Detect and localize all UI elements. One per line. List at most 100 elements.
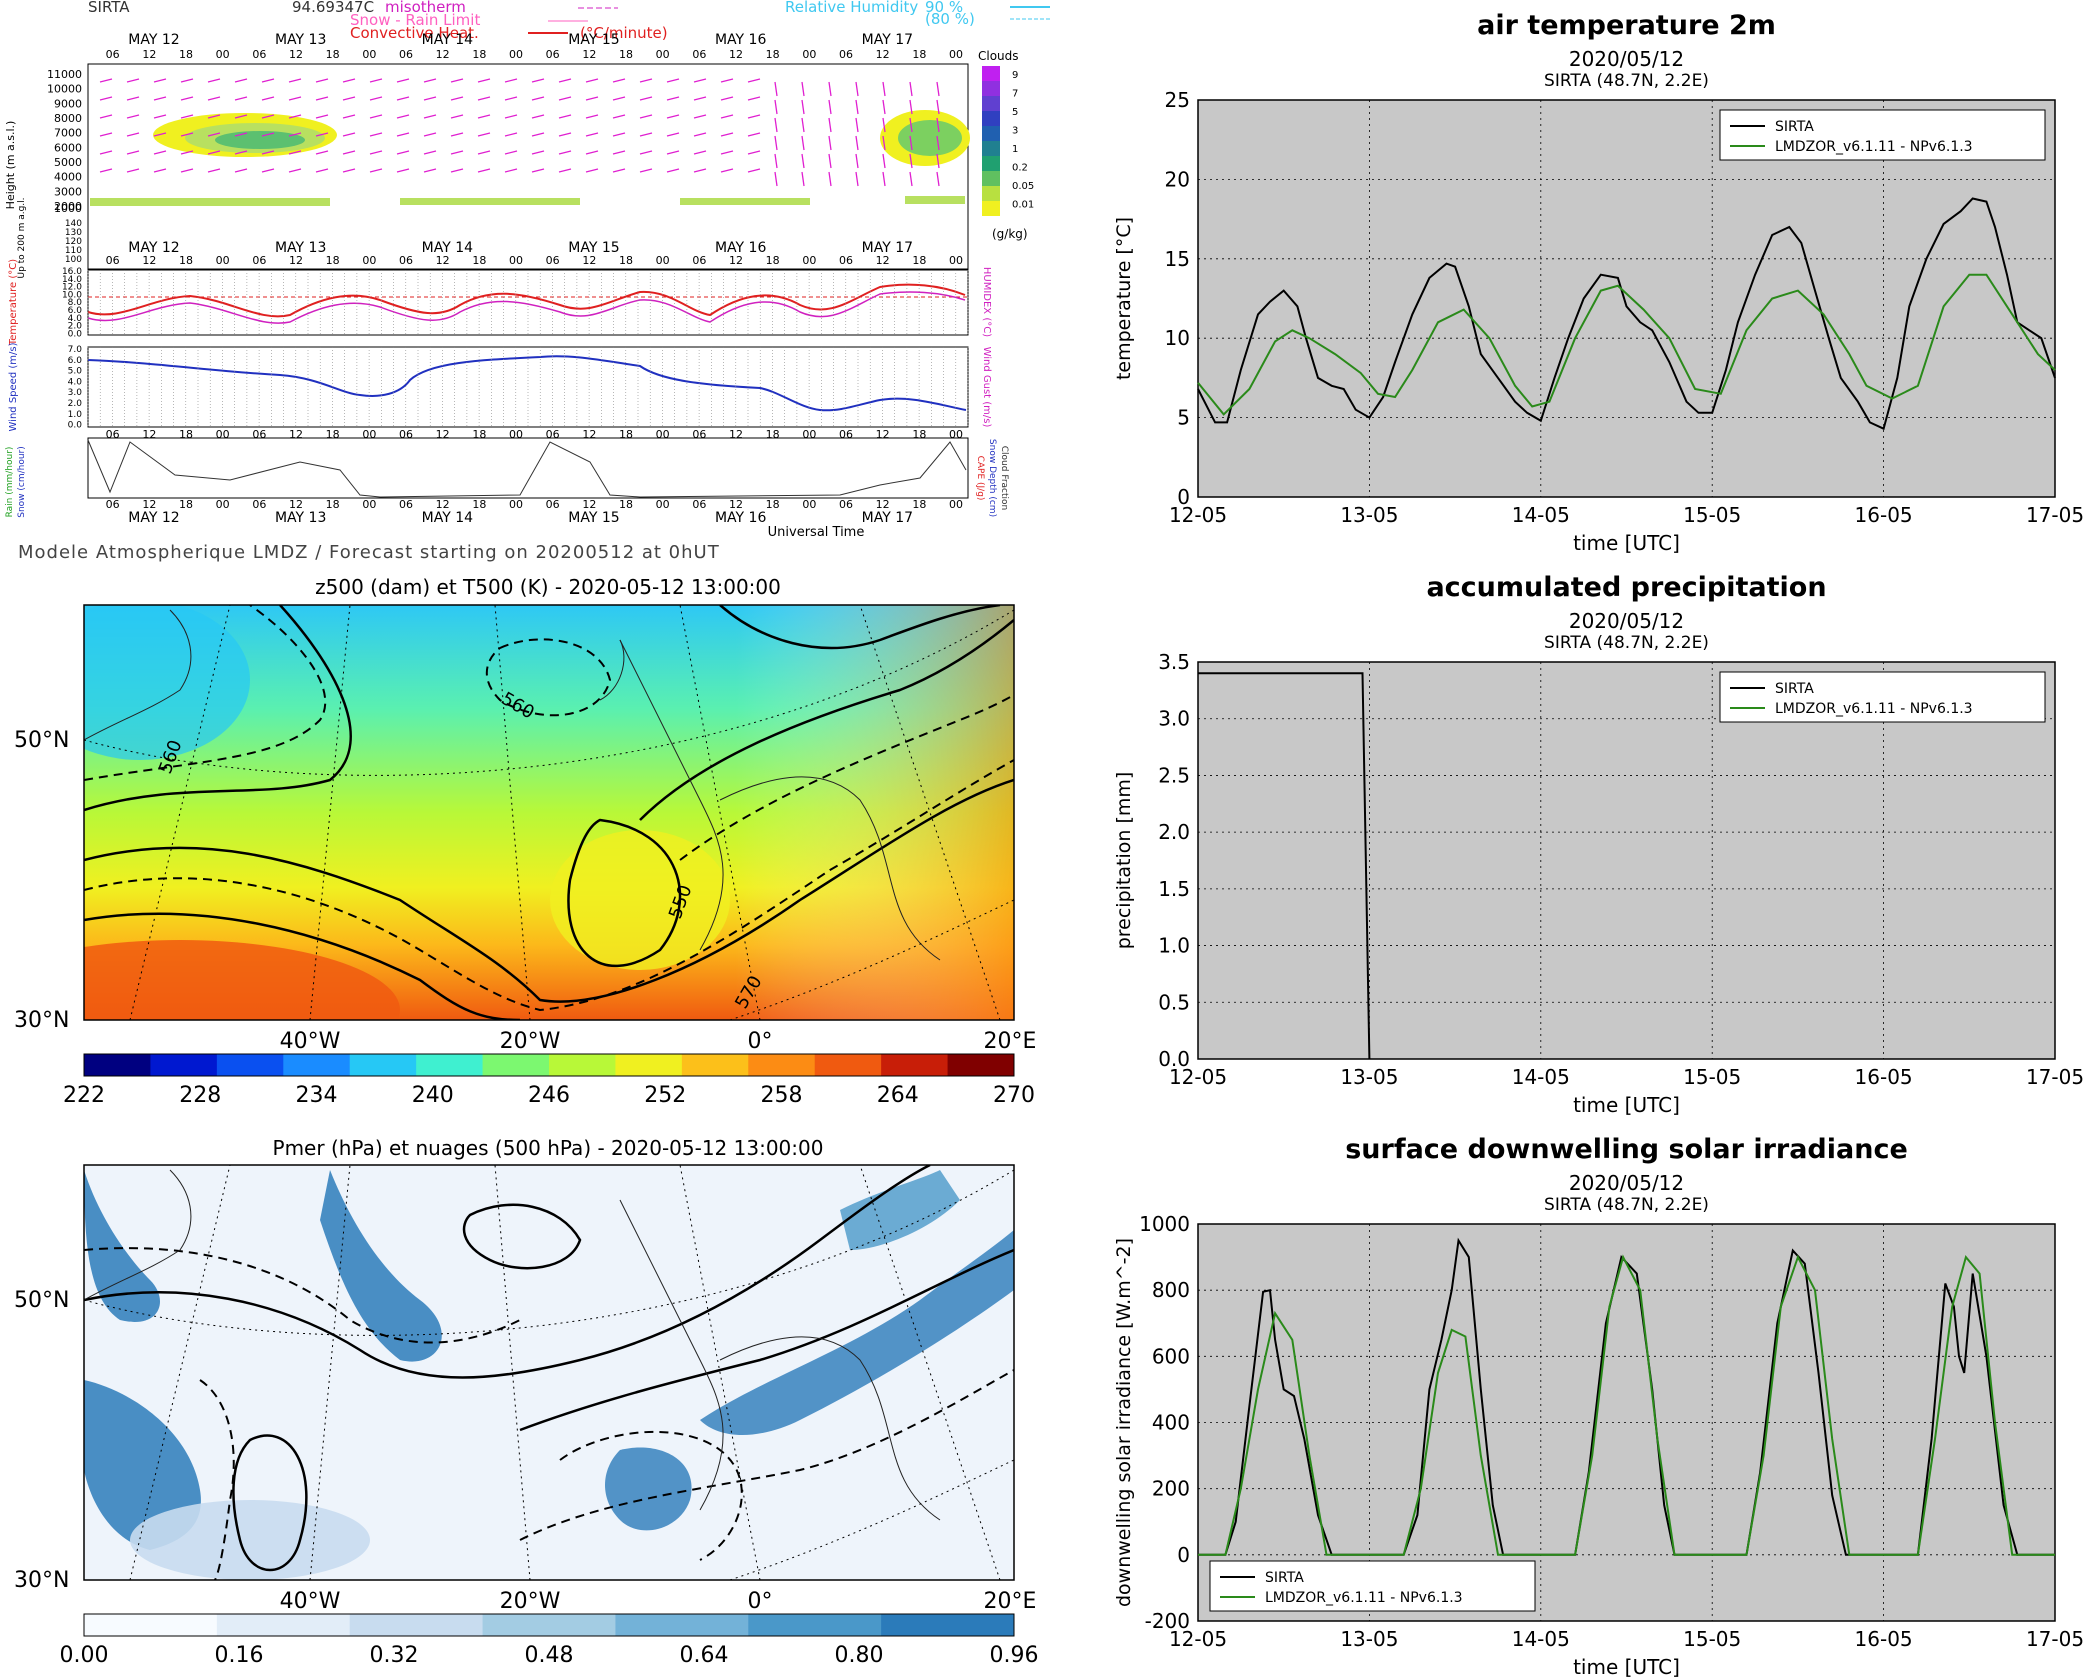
gust-axis-label: Wind Gust (m/s) [981, 347, 992, 428]
wind-arrow [180, 96, 194, 101]
day-label: MAY 17 [862, 510, 913, 526]
map1-cold-region [84, 605, 250, 760]
colorbar-swatch [482, 1614, 616, 1636]
wind-arrow [342, 96, 356, 101]
wind-arrow [342, 132, 356, 137]
wind-arrow [207, 114, 221, 119]
wind-arrow [261, 150, 275, 155]
hour-label: 18 [326, 498, 340, 511]
colorbar-tick: 0.00 [60, 1643, 109, 1668]
y-tick-label: 2.5 [1158, 763, 1190, 787]
clouds-colorbar: 9 7 5 3 1 0.2 0.05 0.01 [982, 66, 1034, 216]
hour-label: 00 [656, 498, 670, 511]
day-labels-top: MAY 12 06 12 18 00 MAY 13 06 12 18 00 MAY 14 06 12 18… [106, 32, 963, 61]
y-tick-label: 20 [1165, 167, 1190, 191]
wind-arrow [720, 150, 734, 155]
x-axis-label: time [UTC] [1573, 1655, 1680, 1679]
hour-label: 00 [216, 498, 230, 511]
wind-arrow [153, 78, 167, 83]
hour-label: 12 [729, 254, 743, 267]
wind-arrow [504, 78, 518, 83]
map1-contour [84, 605, 352, 812]
colorbar-tick: 228 [179, 1083, 221, 1108]
wind-arrow [207, 150, 221, 155]
precip-panel [87, 437, 969, 499]
hour-label: 06 [546, 498, 560, 511]
hour-label: 12 [582, 48, 596, 61]
map1-contour-dashed [84, 605, 327, 781]
y-tick-label: 2.0 [1158, 820, 1190, 844]
wind-arrow [666, 96, 680, 101]
colorbar-tick: 0.64 [680, 1643, 729, 1668]
pbl-tick: 120 [65, 237, 82, 247]
map2-colorbar: 0.00 0.16 0.32 0.48 0.64 0.80 0.96 [60, 1613, 1039, 1668]
map1-parallel [729, 899, 1014, 1020]
y-axis-label: temperature [°C] [1113, 217, 1135, 380]
wind-arrow [207, 132, 221, 137]
vertical-grid [87, 270, 969, 427]
wind-arrow [504, 150, 518, 155]
clouds-tick: 0.2 [1012, 163, 1028, 174]
map1-meridian [859, 605, 1001, 1020]
x-tick-label: 16-05 [1855, 1627, 1913, 1651]
wind-arrow [369, 96, 383, 101]
wind-arrow [855, 171, 859, 187]
map1-coastline [619, 639, 724, 951]
hour-label: 06 [839, 48, 853, 61]
map2-title: Pmer (hPa) et nuages (500 hPa) - 2020-05… [273, 1136, 824, 1160]
hour-label: 12 [729, 498, 743, 511]
wind-arrow [369, 168, 383, 173]
x-tick-label: 15-05 [1683, 1065, 1741, 1089]
map1-contour [639, 619, 1014, 821]
clouds-tick: 1 [1012, 144, 1018, 155]
day-label: MAY 15 [568, 32, 619, 48]
map1-meridian [129, 605, 231, 1020]
x-tick-label: 17-05 [2026, 503, 2084, 527]
legend-rh: Relative Humidity [785, 0, 918, 16]
map2-cloud [84, 1170, 160, 1322]
pbl-tick: 140 [65, 219, 82, 229]
cloud-blob [400, 198, 580, 205]
chart-site: SIRTA (48.7N, 2.2E) [1544, 71, 1709, 91]
wind-arrow [558, 96, 572, 101]
colorbar-tick: 0.96 [990, 1643, 1039, 1668]
wind-arrow [234, 132, 248, 137]
cloud-blob [680, 198, 810, 205]
clouds-colorbar-swatch [982, 81, 1000, 96]
hour-label: 00 [802, 498, 816, 511]
wind-arrow [369, 150, 383, 155]
x-tick-label: 14-05 [1512, 503, 1570, 527]
map2-cloud [605, 1447, 692, 1531]
wind-arrow [153, 114, 167, 119]
wind-arrow [288, 150, 302, 155]
height-tick: 7000 [54, 127, 82, 140]
wind-arrow [882, 81, 886, 97]
wind-arrow [531, 168, 545, 173]
pbl-tick: 100 [65, 255, 82, 265]
day-label: MAY 12 [128, 510, 179, 526]
humidex-axis-label: HUMIDEX (°C) [981, 267, 992, 337]
wind-arrow [639, 132, 653, 137]
wind-arrow [828, 171, 832, 187]
map2-contour [462, 1203, 582, 1270]
hour-label: 00 [509, 498, 523, 511]
wind-arrow [423, 150, 437, 155]
colorbar-swatch [283, 1054, 351, 1076]
hour-label: 00 [362, 498, 376, 511]
wind-arrow [234, 96, 248, 101]
x-tick-label: 14-05 [1512, 1627, 1570, 1651]
hour-label: 12 [436, 498, 450, 511]
colorbar-tick: 252 [644, 1083, 686, 1108]
map2-meridian [129, 1165, 231, 1580]
hour-label: 06 [106, 48, 120, 61]
colorbar-swatch [615, 1054, 683, 1076]
wind-arrow [315, 78, 329, 83]
chart-title: surface downwelling solar irradiance [1345, 1134, 1908, 1165]
wind-arrow [909, 171, 913, 187]
wind-arrow [126, 96, 140, 101]
wind-arrow [693, 114, 707, 119]
meteogram-altitude: 94.69347C [292, 0, 374, 16]
wind-arrow [369, 78, 383, 83]
wind-arrow [369, 114, 383, 119]
